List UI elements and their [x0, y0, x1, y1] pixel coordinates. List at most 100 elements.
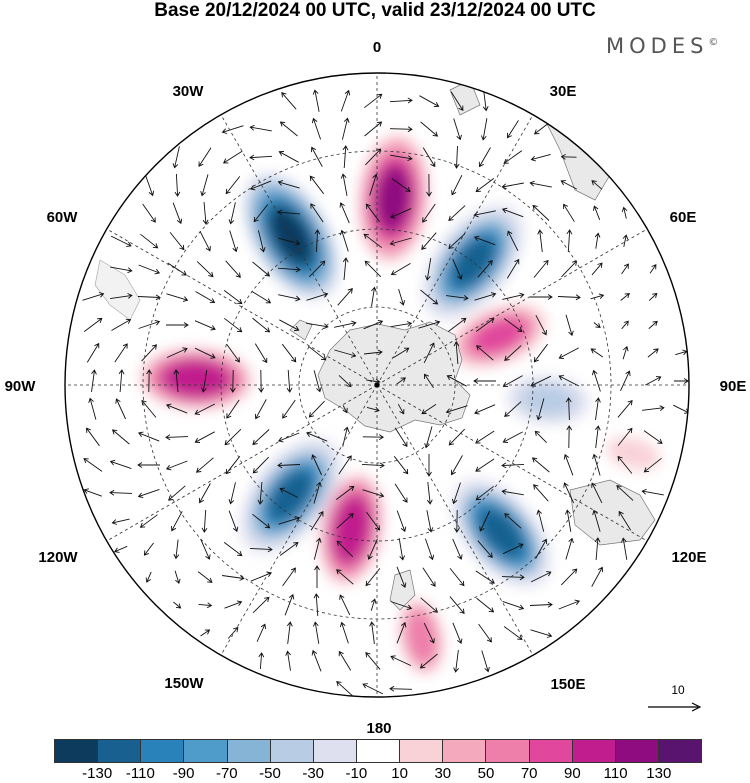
wind-arrow	[284, 593, 295, 616]
wind-arrow	[310, 146, 323, 167]
wind-arrow	[252, 317, 271, 333]
wind-arrow	[390, 601, 413, 611]
wind-arrow	[334, 349, 357, 358]
wind-arrow	[620, 537, 628, 560]
wind-arrow	[314, 565, 320, 588]
wind-arrow	[452, 622, 463, 644]
wind-arrow	[279, 541, 299, 556]
wind-arrow	[200, 370, 208, 393]
south-pole-marker	[374, 382, 380, 388]
wind-arrow	[475, 485, 494, 501]
wind-arrow	[83, 458, 103, 472]
wind-arrow	[560, 568, 578, 586]
wind-arrow	[420, 289, 439, 305]
wind-arrow	[419, 653, 438, 669]
wind-arrow	[225, 260, 241, 278]
wind-arrow	[250, 180, 272, 191]
wind-arrow	[195, 291, 216, 304]
wind-arrow	[421, 232, 437, 250]
wind-arrow	[393, 347, 410, 359]
colorbar-swatch	[529, 740, 573, 762]
wind-arrow	[364, 260, 382, 278]
new-zealand-outline	[389, 569, 416, 611]
reference-vector	[648, 702, 702, 712]
wind-arrow	[530, 629, 553, 638]
wind-arrow	[641, 488, 664, 496]
wind-arrow	[396, 510, 407, 533]
wind-arrow	[426, 510, 434, 533]
wind-arrow	[111, 518, 130, 525]
wind-arrow	[224, 428, 242, 446]
wind-arrow	[171, 511, 183, 532]
wind-arrow	[282, 399, 296, 419]
wind-arrow	[138, 264, 161, 275]
wind-arrow	[312, 621, 320, 644]
wind-arrow	[306, 322, 329, 330]
wind-arrow	[279, 319, 300, 331]
label-lon-90w: 90W	[5, 378, 37, 395]
wind-arrow	[252, 456, 270, 474]
wind-arrow	[424, 426, 433, 449]
wind-arrow	[252, 429, 270, 446]
wind-arrow	[450, 91, 464, 112]
wind-arrow	[389, 97, 413, 104]
wind-arrow	[396, 377, 406, 385]
wind-arrow	[533, 484, 549, 502]
wind-arrow	[481, 650, 490, 673]
wind-arrow	[311, 454, 323, 476]
wind-arrow	[561, 260, 578, 278]
wind-arrow	[594, 232, 601, 249]
reference-arrow-head	[691, 702, 702, 712]
wind-arrow	[140, 233, 159, 249]
reference-vector-label: 10	[671, 683, 685, 697]
meridian-line	[376, 384, 534, 656]
wind-arrow	[229, 230, 238, 253]
wind-arrow	[424, 373, 434, 388]
wind-arrow	[426, 482, 433, 505]
wind-arrow	[564, 509, 572, 532]
wind-arrow	[141, 399, 157, 418]
wind-arrow	[530, 375, 552, 387]
wind-arrow	[137, 488, 160, 499]
meridian-line	[376, 228, 648, 386]
wind-arrow	[590, 348, 604, 358]
wind-arrow	[593, 322, 601, 329]
wind-arrow	[420, 121, 439, 137]
colorbar-tick-label: 10	[391, 765, 408, 782]
wind-arrow	[173, 539, 180, 560]
wind-arrow	[480, 118, 488, 141]
label-lon-120w: 120W	[38, 549, 78, 566]
wind-arrow	[223, 542, 243, 557]
wind-arrow	[114, 545, 128, 553]
wind-arrow	[194, 431, 215, 443]
wind-arrow	[339, 594, 351, 616]
wind-arrow	[138, 319, 161, 329]
colorbar-tick-label: 50	[477, 765, 495, 782]
wind-arrow	[228, 510, 239, 533]
wind-arrow	[590, 293, 605, 300]
wind-arrow	[452, 258, 463, 280]
wind-arrow	[565, 397, 572, 421]
colorbar-tick-label: -10	[345, 765, 368, 782]
wind-arrow	[529, 180, 552, 188]
wind-arrow	[396, 566, 407, 588]
wind-arrow	[390, 655, 412, 667]
colorbar-swatch	[486, 740, 530, 762]
wind-arrow	[475, 458, 495, 472]
wind-arrow	[91, 369, 97, 392]
wind-arrow	[334, 320, 357, 328]
wind-arrow	[482, 91, 489, 112]
wind-arrow	[391, 178, 411, 192]
wind-arrow	[424, 258, 432, 281]
wind-arrow	[502, 375, 523, 388]
wind-arrow	[504, 345, 522, 361]
wind-arrow	[389, 685, 413, 692]
label-lon-90e: 90E	[720, 378, 747, 395]
wind-arrow	[507, 230, 519, 252]
wind-arrow	[341, 117, 350, 140]
wind-arrow	[278, 516, 301, 525]
meridian-lines	[65, 73, 689, 697]
colorbar-tick-label: -90	[172, 765, 195, 782]
wind-arrow	[200, 629, 211, 637]
wind-arrow	[225, 176, 241, 195]
